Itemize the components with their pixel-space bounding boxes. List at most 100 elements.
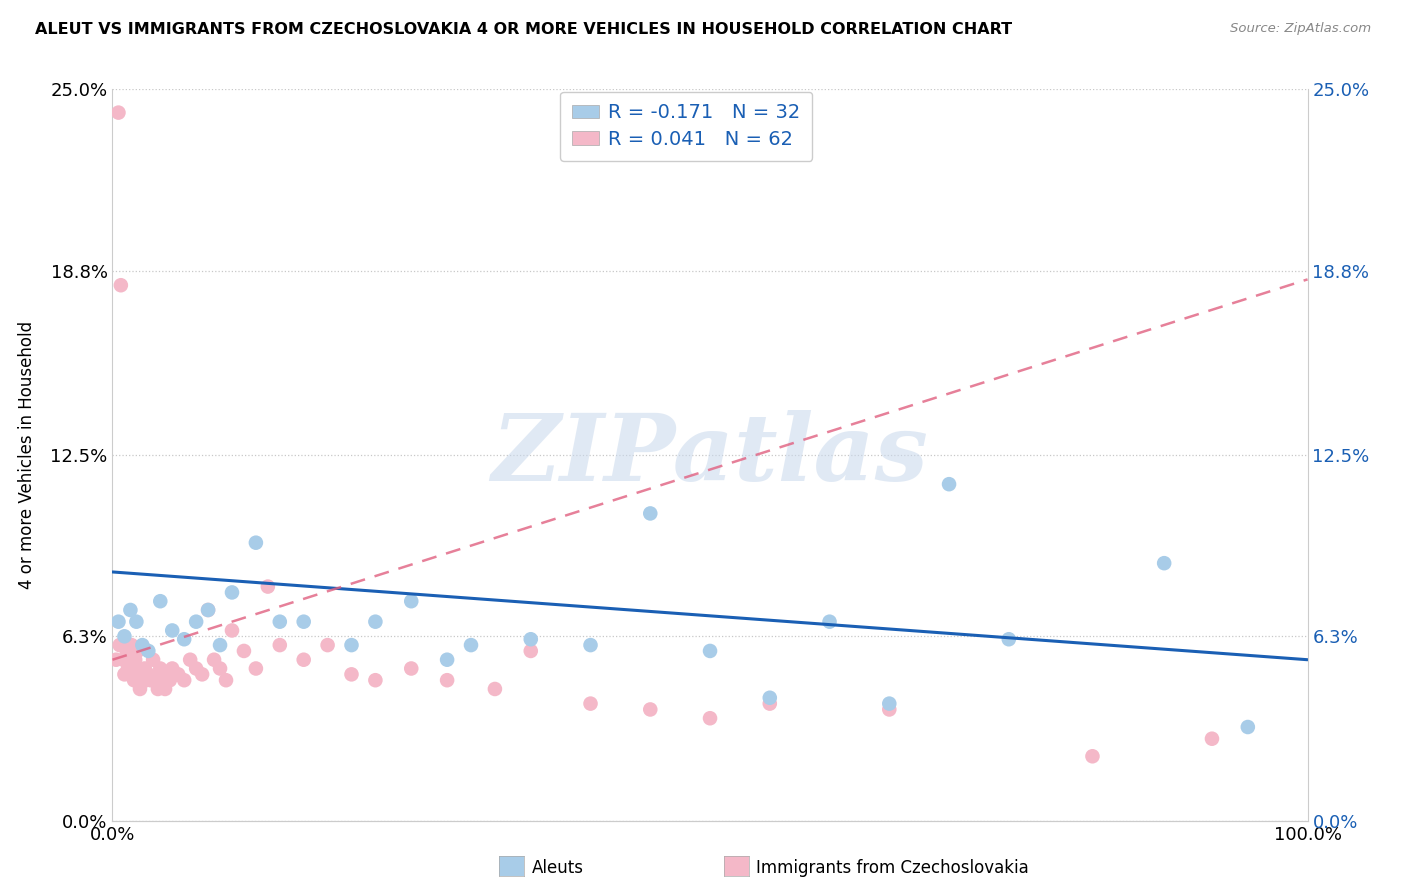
Point [120, 667, 142, 681]
Point [138, 667, 160, 681]
Point [938, 477, 960, 491]
Point [124, 653, 146, 667]
Point [120, 603, 142, 617]
Point [245, 661, 267, 675]
Point [197, 603, 219, 617]
Point [232, 644, 256, 658]
Point [202, 653, 225, 667]
Point [173, 632, 195, 647]
Point [108, 638, 131, 652]
Point [152, 673, 174, 688]
Point [292, 653, 315, 667]
Point [149, 661, 172, 675]
Point [129, 681, 152, 696]
Point [401, 594, 423, 608]
Point [638, 507, 662, 521]
Point [179, 653, 201, 667]
Point [1201, 731, 1223, 746]
Point [340, 667, 363, 681]
Point [145, 673, 167, 688]
Point [149, 594, 172, 608]
Point [117, 661, 139, 675]
Point [159, 673, 181, 688]
Text: ALEUT VS IMMIGRANTS FROM CZECHOSLOVAKIA 4 OR MORE VEHICLES IN HOUSEHOLD CORRELAT: ALEUT VS IMMIGRANTS FROM CZECHOSLOVAKIA … [35, 22, 1012, 37]
Point [520, 644, 543, 658]
Point [340, 638, 363, 652]
Point [292, 615, 315, 629]
Point [121, 661, 143, 675]
Point [112, 653, 135, 667]
Point [269, 615, 291, 629]
Point [138, 644, 160, 658]
Point [1153, 556, 1175, 570]
Text: ZIPatlas: ZIPatlas [492, 410, 928, 500]
Point [484, 681, 506, 696]
Point [134, 661, 156, 675]
Point [197, 603, 219, 617]
Point [759, 690, 782, 705]
Point [105, 653, 128, 667]
Y-axis label: 4 or more Vehicles in Household: 4 or more Vehicles in Household [18, 321, 37, 589]
Point [364, 615, 387, 629]
Point [215, 673, 238, 688]
Text: Source: ZipAtlas.com: Source: ZipAtlas.com [1230, 22, 1371, 36]
Point [638, 702, 662, 716]
Point [139, 673, 162, 688]
Point [364, 673, 387, 688]
Point [162, 661, 183, 675]
Point [125, 615, 148, 629]
Point [128, 673, 150, 688]
Point [269, 638, 291, 652]
Point [221, 624, 243, 638]
Point [436, 653, 458, 667]
Point [877, 702, 900, 716]
Point [127, 644, 149, 658]
Point [699, 644, 721, 658]
Point [1081, 749, 1104, 764]
Point [520, 632, 543, 647]
Point [107, 105, 129, 120]
Point [110, 278, 132, 293]
Point [173, 673, 195, 688]
Point [818, 615, 841, 629]
Point [107, 615, 129, 629]
Point [156, 667, 179, 681]
Point [114, 667, 135, 681]
Point [221, 585, 243, 599]
Point [135, 673, 157, 688]
Point [699, 711, 721, 725]
Point [998, 632, 1021, 647]
Point [162, 624, 183, 638]
Text: Aleuts: Aleuts [531, 859, 583, 877]
Point [245, 535, 267, 549]
Point [877, 697, 900, 711]
Point [121, 638, 143, 652]
Point [316, 638, 339, 652]
Point [122, 673, 145, 688]
Point [401, 661, 423, 675]
Point [208, 661, 231, 675]
Text: Immigrants from Czechoslovakia: Immigrants from Czechoslovakia [756, 859, 1029, 877]
Legend: R = -0.171   N = 32, R = 0.041   N = 62: R = -0.171 N = 32, R = 0.041 N = 62 [560, 92, 813, 161]
Point [1237, 720, 1260, 734]
Point [153, 681, 176, 696]
Point [208, 638, 231, 652]
Point [436, 673, 458, 688]
Point [114, 653, 136, 667]
Point [114, 629, 135, 643]
Point [460, 638, 482, 652]
Point [167, 667, 190, 681]
Point [579, 697, 602, 711]
Point [257, 580, 280, 594]
Point [131, 638, 153, 652]
Point [115, 644, 138, 658]
Point [186, 615, 208, 629]
Point [142, 653, 165, 667]
Point [146, 681, 169, 696]
Point [125, 661, 148, 675]
Point [111, 638, 134, 652]
Point [191, 667, 214, 681]
Point [759, 697, 782, 711]
Point [186, 661, 208, 675]
Point [131, 667, 153, 681]
